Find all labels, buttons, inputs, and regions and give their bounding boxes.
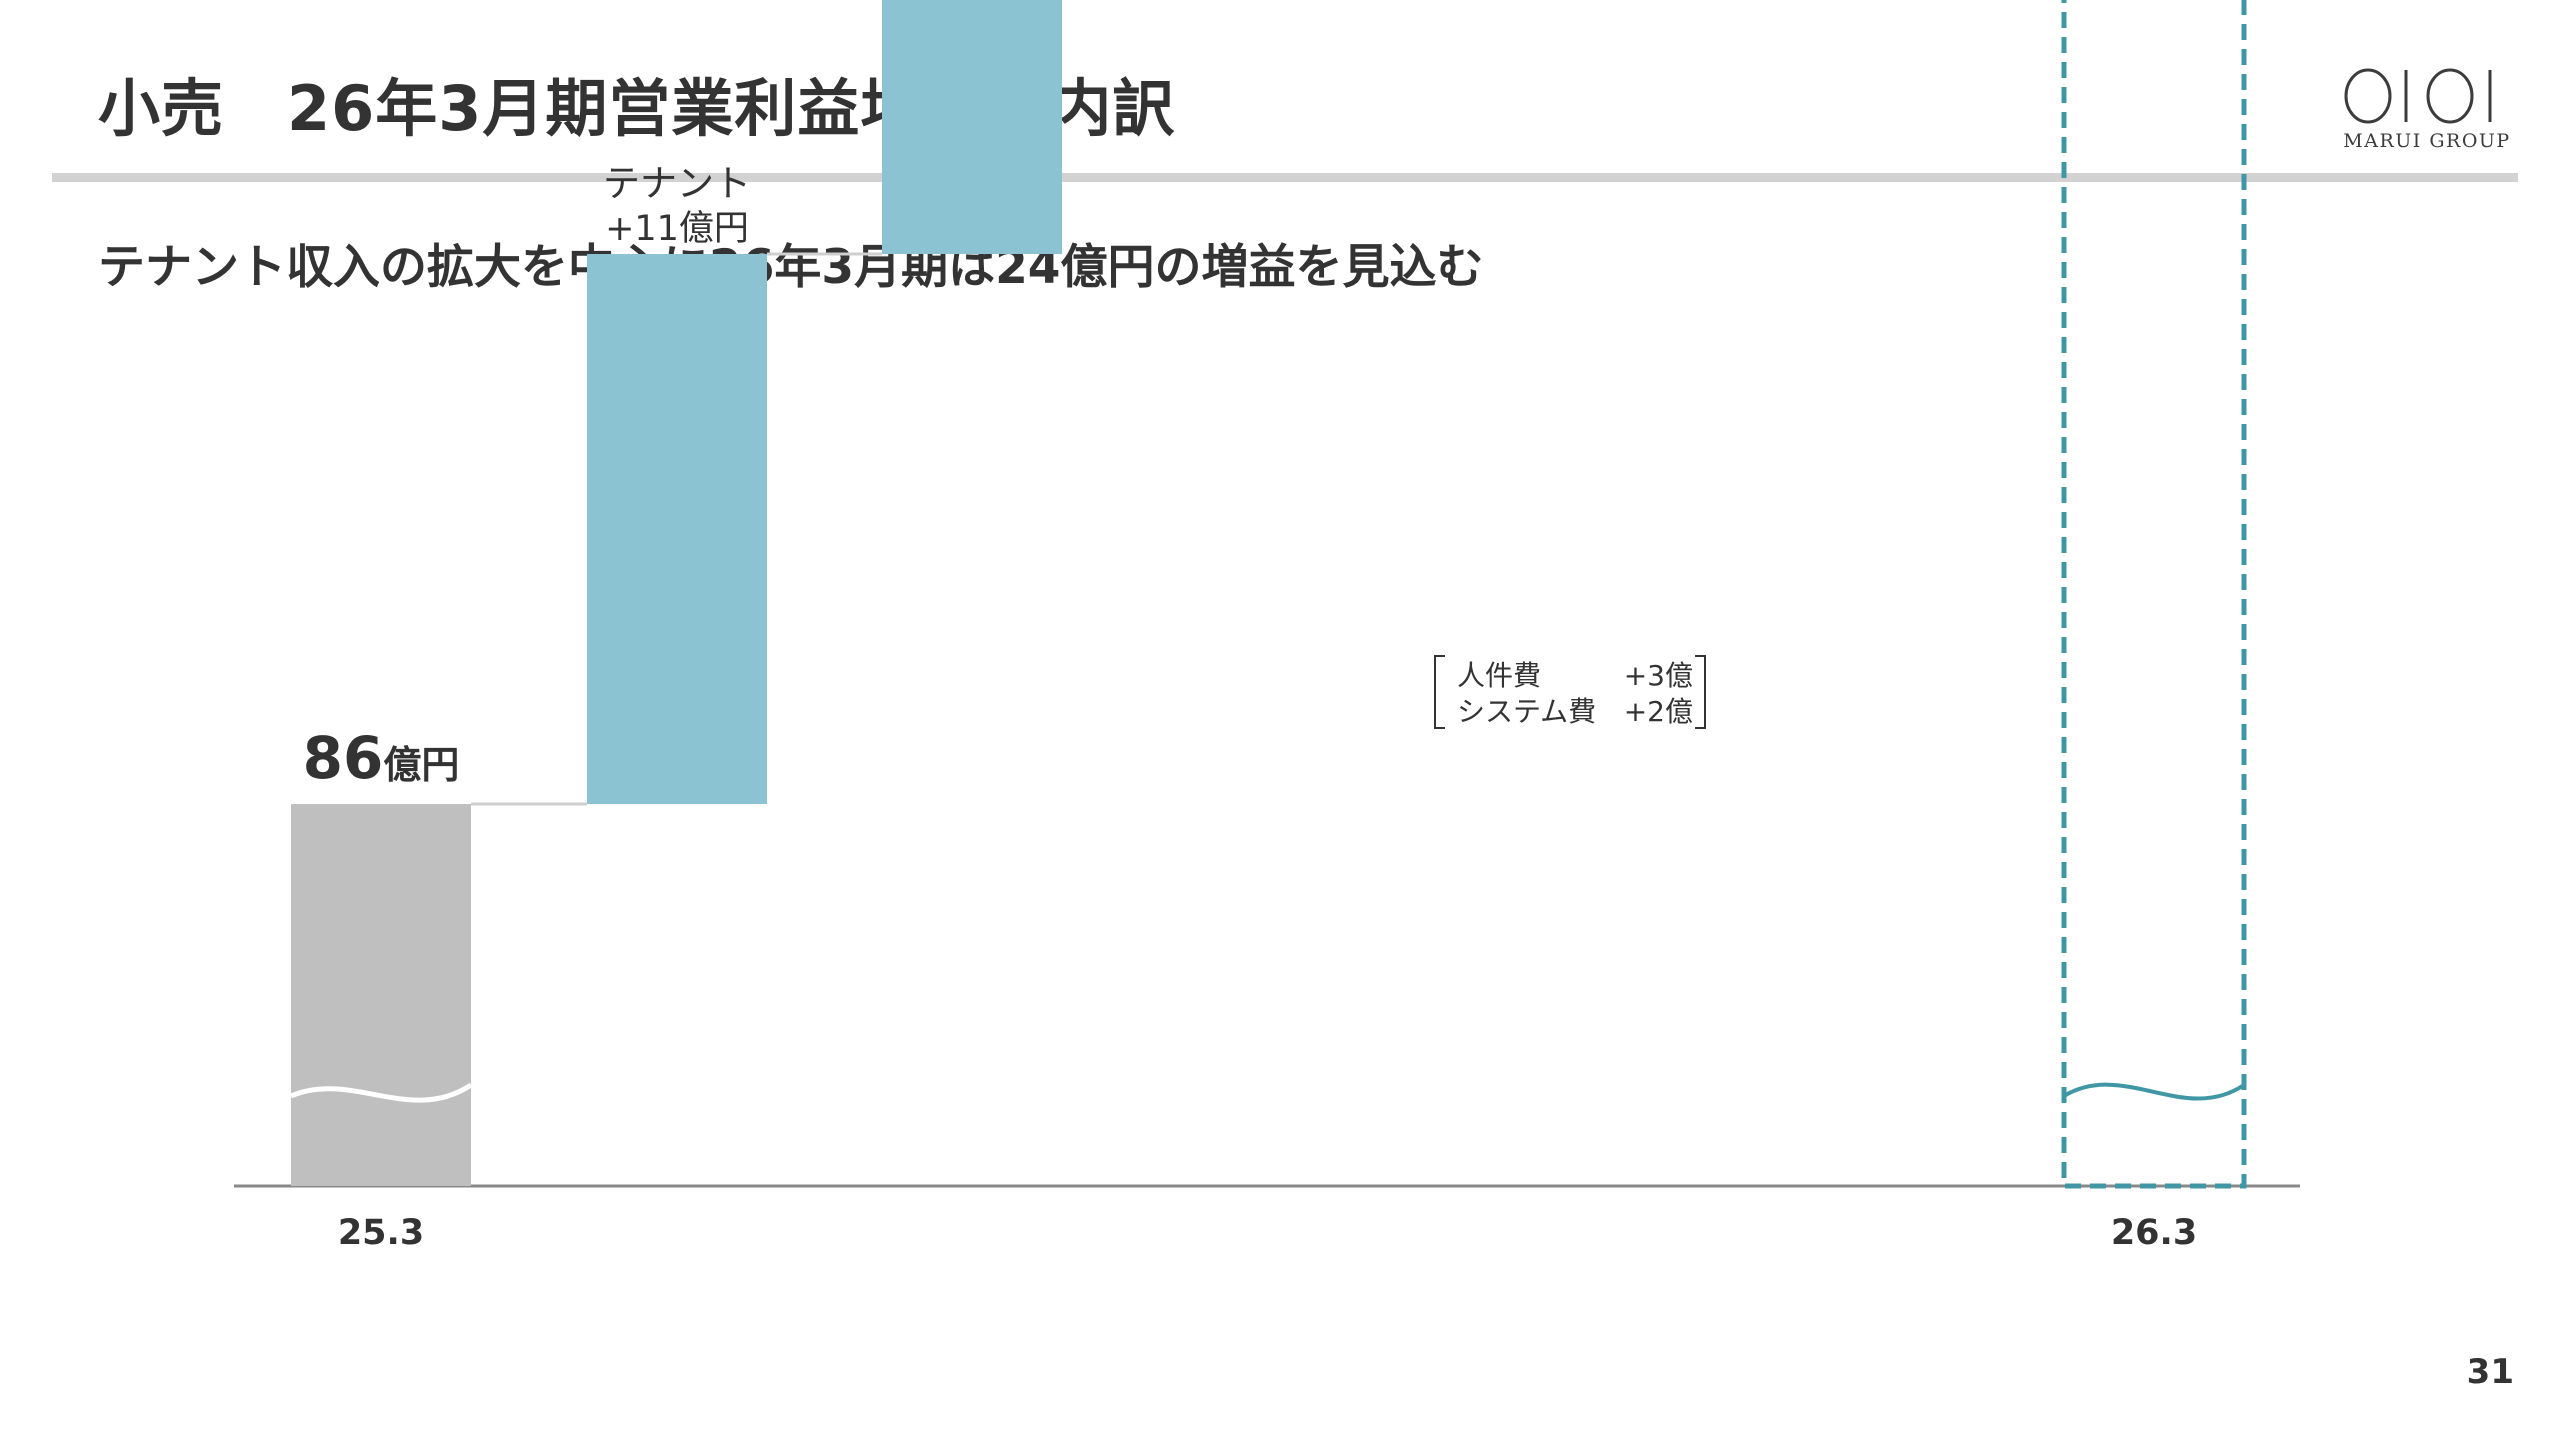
breakdown-item-name: 人件費 [1457, 659, 1541, 692]
x-tick-start: 25.3 [338, 1213, 424, 1253]
subtitle: テナント収入の拡大を中心に26年3月期は24億円の増益を見込む [98, 240, 1484, 295]
breakdown-item-name: システム費 [1457, 695, 1596, 728]
page-number: 31 [2466, 1352, 2514, 1392]
marui-logo-icon [2344, 68, 2492, 124]
title-divider [52, 173, 2518, 182]
breakdown-item-value: +2億 [1624, 695, 1693, 728]
bar-start [291, 804, 471, 1186]
step-name: テナント [603, 162, 751, 205]
breakdown-item-value: +3億 [1624, 659, 1693, 692]
bar-step [587, 254, 767, 804]
bar-end [2061, 0, 2247, 1189]
logo-text: MARUI GROUP [2343, 130, 2511, 152]
axis-break-end [2062, 1082, 2246, 1101]
breakdown-bracket-right [1695, 655, 1706, 729]
step-delta: +11億円 [605, 209, 749, 249]
x-tick-end: 26.3 [2111, 1213, 2197, 1253]
axis-break-start [290, 1082, 473, 1103]
label-start-value: 86億円 [303, 724, 460, 792]
bar-step [882, 0, 1062, 254]
breakdown-bracket-left [1434, 655, 1445, 729]
